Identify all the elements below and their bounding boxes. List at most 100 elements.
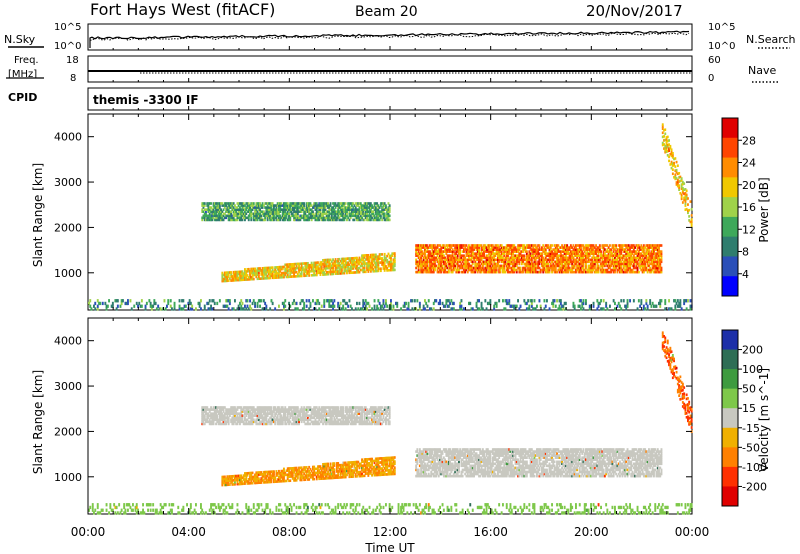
data-cell bbox=[558, 250, 561, 253]
data-cell bbox=[621, 248, 624, 251]
data-cell bbox=[378, 210, 381, 213]
data-cell bbox=[223, 204, 226, 207]
data-cell bbox=[240, 412, 243, 415]
data-cell bbox=[512, 268, 514, 272]
data-cell bbox=[629, 299, 631, 303]
data-cell bbox=[242, 414, 245, 417]
data-cell bbox=[450, 260, 453, 264]
data-cell bbox=[221, 218, 224, 222]
data-cell bbox=[327, 266, 329, 270]
data-cell bbox=[339, 206, 342, 209]
data-cell bbox=[512, 244, 514, 247]
data-cell bbox=[571, 266, 574, 270]
data-cell bbox=[374, 253, 377, 257]
data-cell bbox=[441, 254, 444, 257]
data-cell bbox=[509, 258, 512, 262]
nsearch-tick-top: 10^5 bbox=[708, 22, 735, 33]
data-cell bbox=[600, 262, 602, 266]
data-cell bbox=[542, 260, 545, 264]
data-cell bbox=[274, 216, 277, 220]
data-cell bbox=[424, 246, 426, 249]
data-cell bbox=[220, 216, 222, 220]
data-cell bbox=[269, 268, 272, 272]
data-cell bbox=[230, 202, 233, 205]
data-cell bbox=[366, 202, 368, 205]
data-cell bbox=[441, 252, 444, 255]
data-cell bbox=[471, 260, 474, 264]
data-cell bbox=[432, 301, 435, 306]
data-cell bbox=[557, 264, 560, 268]
data-cell bbox=[627, 260, 630, 264]
data-cell bbox=[223, 206, 226, 209]
data-cell bbox=[661, 135, 664, 139]
data-cell bbox=[312, 267, 314, 271]
data-cell bbox=[491, 258, 494, 262]
data-cell bbox=[252, 202, 255, 205]
data-cell bbox=[89, 304, 92, 308]
data-cell bbox=[274, 274, 277, 277]
data-cell bbox=[211, 218, 214, 222]
data-cell bbox=[508, 250, 511, 253]
data-cell bbox=[296, 307, 299, 311]
data-cell bbox=[591, 268, 594, 272]
data-cell bbox=[280, 208, 283, 211]
data-cell bbox=[507, 254, 509, 257]
data-cell bbox=[235, 412, 238, 415]
data-cell bbox=[674, 307, 677, 311]
data-cell bbox=[546, 246, 548, 249]
data-cell bbox=[582, 246, 585, 249]
data-cell bbox=[562, 270, 565, 274]
data-cell bbox=[366, 204, 368, 207]
data-cell bbox=[317, 206, 319, 209]
data-cell bbox=[439, 252, 441, 255]
data-cell bbox=[568, 256, 571, 260]
data-cell bbox=[495, 262, 498, 266]
data-cell bbox=[352, 210, 355, 213]
data-cell bbox=[373, 218, 376, 222]
data-cell bbox=[571, 264, 574, 268]
data-cell bbox=[234, 299, 236, 303]
data-cell bbox=[267, 270, 270, 274]
data-cell bbox=[431, 244, 434, 247]
data-cell bbox=[678, 184, 681, 187]
data-cell bbox=[251, 267, 254, 271]
data-cell bbox=[329, 208, 332, 211]
data-cell bbox=[215, 206, 217, 209]
data-cell bbox=[587, 254, 590, 257]
data-cell bbox=[252, 267, 255, 271]
data-cell bbox=[528, 266, 531, 270]
data-cell bbox=[513, 250, 516, 253]
data-cell bbox=[230, 412, 233, 415]
data-cell bbox=[593, 246, 596, 249]
data-cell bbox=[300, 216, 303, 220]
data-cell bbox=[269, 276, 272, 280]
data-cell bbox=[446, 304, 449, 308]
data-cell bbox=[434, 268, 436, 272]
data-cell bbox=[494, 258, 497, 262]
data-cell bbox=[434, 256, 436, 260]
data-cell bbox=[198, 301, 201, 306]
data-cell bbox=[305, 214, 308, 218]
data-cell bbox=[317, 265, 319, 268]
data-cell bbox=[434, 248, 436, 251]
freq-tick-top: 18 bbox=[66, 55, 79, 66]
data-cell bbox=[343, 218, 346, 222]
data-cell bbox=[387, 210, 390, 213]
data-cell bbox=[304, 216, 307, 220]
data-cell bbox=[290, 275, 293, 278]
data-cell bbox=[378, 255, 381, 258]
data-cell bbox=[568, 266, 571, 270]
data-cell bbox=[524, 250, 527, 253]
data-cell bbox=[630, 254, 633, 257]
data-cell bbox=[620, 307, 623, 311]
data-cell bbox=[508, 264, 511, 268]
data-cell bbox=[298, 262, 300, 266]
data-cell bbox=[564, 270, 567, 274]
data-cell bbox=[232, 307, 235, 311]
data-cell bbox=[464, 244, 467, 247]
data-cell bbox=[533, 258, 536, 262]
data-cell bbox=[497, 244, 499, 247]
data-cell bbox=[471, 254, 474, 257]
data-cell bbox=[615, 246, 618, 249]
data-cell bbox=[349, 208, 352, 211]
